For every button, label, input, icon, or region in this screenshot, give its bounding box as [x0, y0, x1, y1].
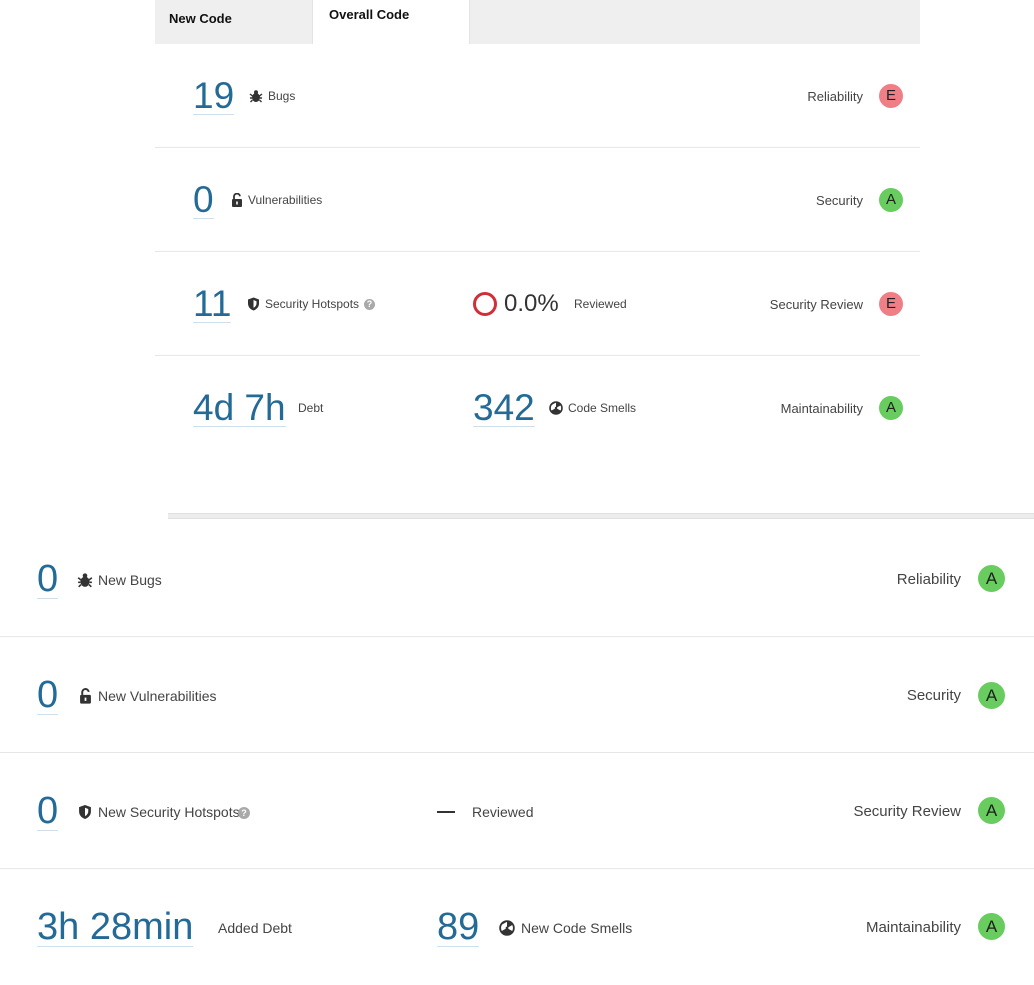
shield-icon	[248, 297, 259, 311]
new-maintainability-row: 3h 28min Added Debt 89 New Code Smells M…	[0, 869, 1034, 985]
bug-icon	[77, 573, 93, 588]
new-vulnerabilities-row: 0 New Vulnerabilities Security A	[0, 637, 1034, 753]
new-hotspots-label: New Security Hotspots	[98, 804, 240, 820]
new-vulnerabilities-count-link[interactable]: 0	[37, 674, 59, 716]
new-vulnerabilities-label: New Vulnerabilities	[98, 688, 217, 704]
new-hotspots-count-link[interactable]: 0	[37, 790, 59, 832]
new-bugs-count-link[interactable]: 0	[37, 558, 59, 600]
code-smells-label: Code Smells	[568, 401, 637, 415]
new-code-smells-label: New Code Smells	[521, 920, 633, 936]
overall-hotspots-row: 11 Security Hotspots ? 0.0% Reviewed Sec…	[155, 252, 920, 356]
overall-maintainability-row: 4d 7h Debt 342 Code Smells Maintainabili…	[155, 356, 920, 460]
overall-bugs-row: 19 Bugs Reliability E	[155, 44, 920, 148]
security-rating-badge[interactable]: A	[879, 188, 903, 212]
panel-divider	[168, 513, 1034, 519]
new-maintainability-rating-badge[interactable]: A	[978, 913, 1005, 940]
help-icon[interactable]: ?	[364, 299, 375, 310]
debt-label: Debt	[298, 401, 324, 415]
help-icon[interactable]: ?	[238, 807, 250, 819]
code-smell-icon	[549, 401, 563, 415]
new-security-review-label: Security Review	[853, 803, 961, 820]
new-bugs-row: 0 New Bugs Reliability A	[0, 521, 1034, 637]
new-reliability-rating-badge[interactable]: A	[978, 565, 1005, 592]
bugs-count-link[interactable]: 19	[193, 75, 235, 116]
code-smell-icon	[499, 920, 515, 936]
unlock-icon	[232, 193, 242, 207]
added-debt-label: Added Debt	[218, 920, 292, 936]
code-smells-count-link[interactable]: 342	[473, 387, 535, 428]
vulnerabilities-count-link[interactable]: 0	[193, 179, 214, 220]
new-reviewed-label: Reviewed	[472, 804, 534, 820]
security-review-rating-badge[interactable]: E	[879, 292, 903, 316]
security-review-label: Security Review	[769, 297, 863, 312]
reliability-label: Reliability	[807, 89, 863, 104]
reviewed-percent[interactable]: 0.0%	[504, 290, 559, 317]
unlock-icon	[80, 688, 91, 704]
vulnerabilities-label: Vulnerabilities	[248, 193, 323, 207]
bug-icon	[249, 90, 263, 103]
reviewed-ring-icon	[473, 292, 497, 316]
new-security-review-rating-badge[interactable]: A	[978, 797, 1005, 824]
tab-new-code[interactable]: New Code	[169, 11, 232, 26]
maintainability-label: Maintainability	[780, 401, 863, 416]
added-debt-link[interactable]: 3h 28min	[37, 906, 194, 948]
hotspots-label: Security Hotspots	[265, 297, 360, 311]
new-security-rating-badge[interactable]: A	[978, 682, 1005, 709]
debt-link[interactable]: 4d 7h	[193, 387, 286, 428]
new-code-smells-count-link[interactable]: 89	[437, 906, 480, 948]
new-hotspots-row: 0 New Security Hotspots ? Reviewed Secur…	[0, 753, 1034, 869]
hotspots-count-link[interactable]: 11	[193, 283, 232, 324]
reviewed-empty-dash	[437, 811, 455, 813]
tab-bar: New Code Overall Code	[155, 0, 920, 44]
security-label: Security	[816, 193, 863, 208]
tab-overall-code[interactable]: Overall Code	[312, 0, 470, 44]
new-bugs-label: New Bugs	[98, 572, 162, 588]
new-maintainability-label: Maintainability	[865, 919, 961, 936]
reviewed-label: Reviewed	[574, 297, 627, 311]
overall-vulnerabilities-row: 0 Vulnerabilities Security A	[155, 148, 920, 252]
reliability-rating-badge[interactable]: E	[879, 84, 903, 108]
maintainability-rating-badge[interactable]: A	[879, 396, 903, 420]
bugs-label: Bugs	[268, 89, 296, 103]
new-reliability-label: Reliability	[896, 571, 961, 588]
shield-icon	[79, 805, 91, 819]
new-security-label: Security	[906, 687, 961, 704]
